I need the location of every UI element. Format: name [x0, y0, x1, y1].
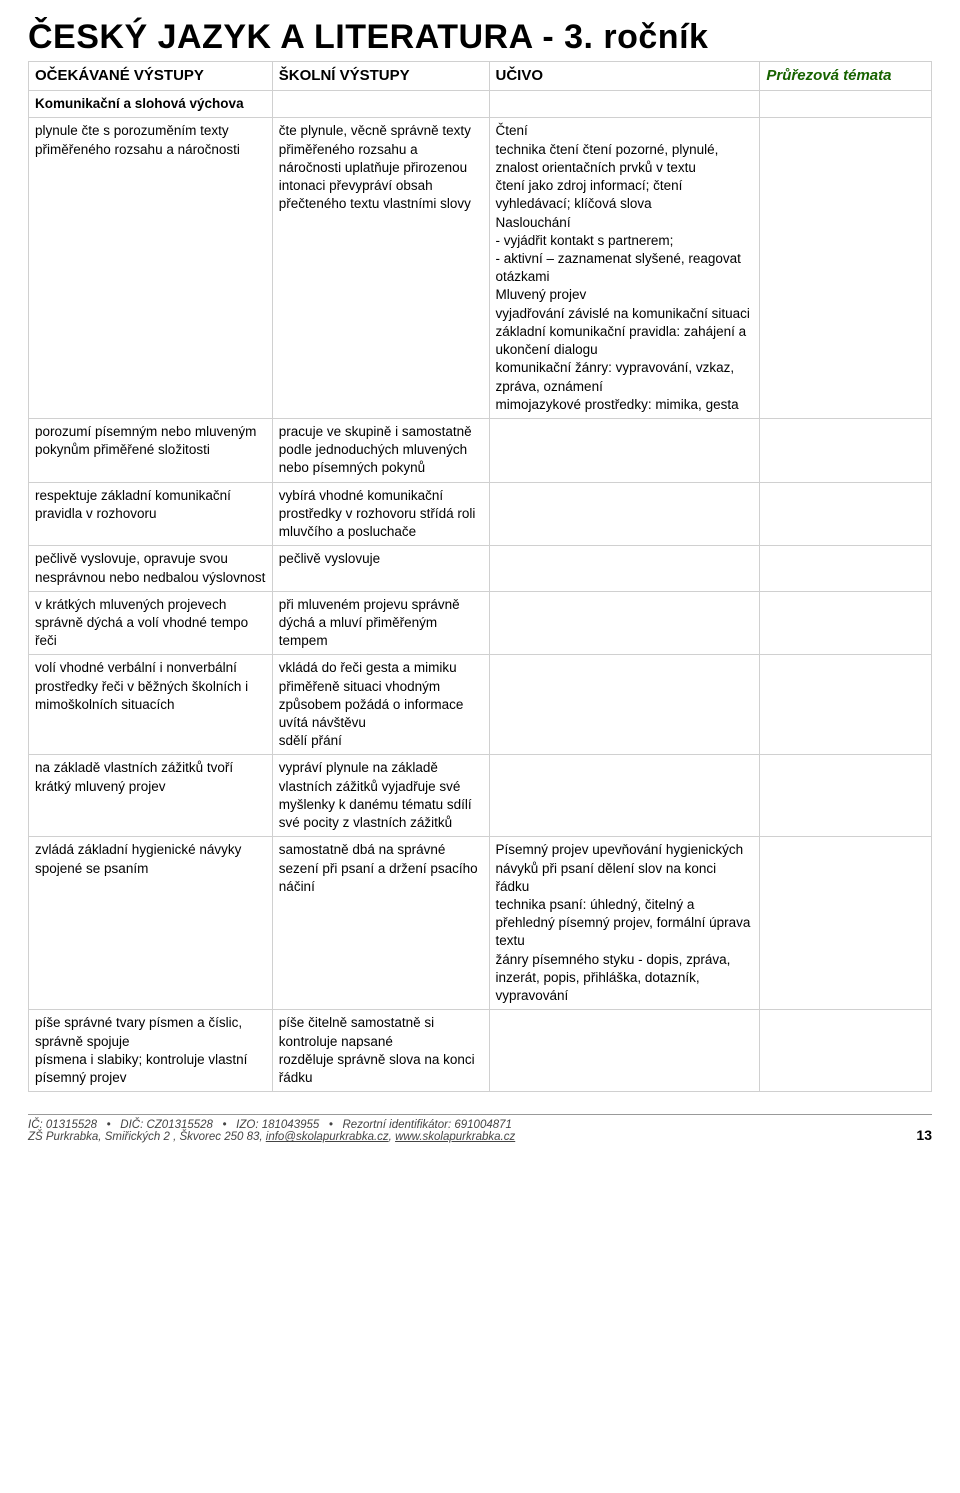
table-row: plynule čte s porozuměním texty přiměřen… — [29, 118, 932, 419]
col-header-school: ŠKOLNÍ VÝSTUPY — [272, 62, 489, 91]
footer-line1: IČ: 01315528 • DIČ: CZ01315528 • IZO: 18… — [28, 1119, 932, 1131]
table-row: v krátkých mluvených projevech správně d… — [29, 591, 932, 655]
col-header-expected: OČEKÁVANÉ VÝSTUPY — [29, 62, 273, 91]
footer-rezort: Rezortní identifikátor: 691004871 — [343, 1119, 512, 1131]
cell-expected: píše správné tvary písmen a číslic, sprá… — [29, 1010, 273, 1092]
cell-expected: volí vhodné verbální i nonverbální prost… — [29, 655, 273, 755]
cell-ucivo — [489, 482, 760, 546]
curriculum-table: OČEKÁVANÉ VÝSTUPY ŠKOLNÍ VÝSTUPY UČIVO P… — [28, 61, 932, 1092]
col-header-cross: Průřezová témata — [760, 62, 932, 91]
table-row: respektuje základní komunikační pravidla… — [29, 482, 932, 546]
footer-ic: IČ: 01315528 — [28, 1119, 97, 1131]
table-row: zvládá základní hygienické návyky spojen… — [29, 837, 932, 1010]
footer-line2: ZŠ Purkrabka, Smiřických 2 , Škvorec 250… — [28, 1131, 932, 1143]
cell-cross — [760, 1010, 932, 1092]
cell-ucivo: Písemný projev upevňování hygienických n… — [489, 837, 760, 1010]
cell-school: při mluveném projevu správně dýchá a mlu… — [272, 591, 489, 655]
page-number: 13 — [916, 1127, 932, 1143]
footer-url-link[interactable]: www.skolapurkrabka.cz — [395, 1131, 515, 1143]
cell-ucivo — [489, 1010, 760, 1092]
page-footer: IČ: 01315528 • DIČ: CZ01315528 • IZO: 18… — [28, 1114, 932, 1143]
cell-expected: respektuje základní komunikační pravidla… — [29, 482, 273, 546]
cell-ucivo — [489, 755, 760, 837]
cell-expected: plynule čte s porozuměním texty přiměřen… — [29, 118, 273, 419]
section-row: Komunikační a slohová výchova — [29, 91, 932, 118]
cell-expected: na základě vlastních zážitků tvoří krátk… — [29, 755, 273, 837]
cell-expected: zvládá základní hygienické návyky spojen… — [29, 837, 273, 1010]
cell-school: vkládá do řeči gesta a mimiku přiměřeně … — [272, 655, 489, 755]
cell-expected: v krátkých mluvených projevech správně d… — [29, 591, 273, 655]
footer-izo: IZO: 181043955 — [236, 1119, 319, 1131]
cell-cross — [760, 418, 932, 482]
cell-school: pracuje ve skupině i samostatně podle je… — [272, 418, 489, 482]
cell-cross — [760, 546, 932, 591]
cell-cross — [760, 118, 932, 419]
table-row: volí vhodné verbální i nonverbální prost… — [29, 655, 932, 755]
footer-dic: DIČ: CZ01315528 — [120, 1119, 213, 1131]
cell-ucivo — [489, 418, 760, 482]
cell-school: vypráví plynule na základě vlastních záž… — [272, 755, 489, 837]
cell-expected: pečlivě vyslovuje, opravuje svou nespráv… — [29, 546, 273, 591]
cell-school: čte plynule, věcně správně texty přiměře… — [272, 118, 489, 419]
cell-cross — [760, 655, 932, 755]
cell-ucivo — [489, 546, 760, 591]
footer-email-link[interactable]: info@skolapurkrabka.cz — [266, 1131, 389, 1143]
cell-school: samostatně dbá na správné sezení při psa… — [272, 837, 489, 1010]
cell-school: pečlivě vyslovuje — [272, 546, 489, 591]
cell-ucivo: Čtenítechnika čtení čtení pozorné, plynu… — [489, 118, 760, 419]
section-label: Komunikační a slohová výchova — [29, 91, 273, 118]
cell-ucivo — [489, 591, 760, 655]
cell-school: píše čitelně samostatně si kontroluje na… — [272, 1010, 489, 1092]
table-row: píše správné tvary písmen a číslic, sprá… — [29, 1010, 932, 1092]
cell-cross — [760, 755, 932, 837]
table-row: na základě vlastních zážitků tvoří krátk… — [29, 755, 932, 837]
col-header-ucivo: UČIVO — [489, 62, 760, 91]
cell-cross — [760, 837, 932, 1010]
cell-cross — [760, 482, 932, 546]
table-row: porozumí písemným nebo mluveným pokynům … — [29, 418, 932, 482]
footer-address: ZŠ Purkrabka, Smiřických 2 , Škvorec 250… — [28, 1131, 266, 1143]
cell-expected: porozumí písemným nebo mluveným pokynům … — [29, 418, 273, 482]
cell-school: vybírá vhodné komunikační prostředky v r… — [272, 482, 489, 546]
cell-cross — [760, 591, 932, 655]
cell-ucivo — [489, 655, 760, 755]
table-row: pečlivě vyslovuje, opravuje svou nespráv… — [29, 546, 932, 591]
page-title: ČESKÝ JAZYK A LITERATURA - 3. ročník — [28, 18, 932, 57]
